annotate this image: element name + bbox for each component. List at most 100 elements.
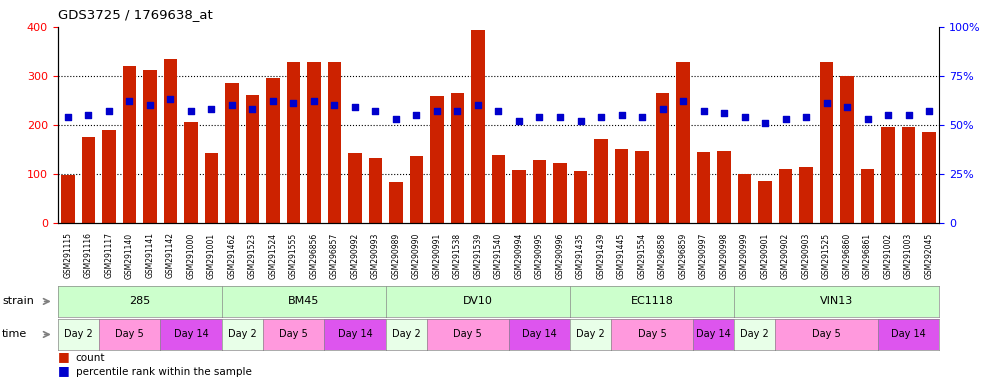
- Bar: [62, 175, 75, 223]
- Point: [429, 108, 445, 114]
- Text: Day 2: Day 2: [392, 329, 420, 339]
- Point: [757, 120, 773, 126]
- Bar: [738, 174, 751, 223]
- Point: [593, 114, 609, 120]
- Bar: [266, 78, 279, 223]
- Point: [737, 114, 752, 120]
- Text: VIN13: VIN13: [820, 296, 854, 306]
- Bar: [184, 122, 198, 223]
- Bar: [676, 62, 690, 223]
- Text: time: time: [2, 329, 27, 339]
- Text: GDS3725 / 1769638_at: GDS3725 / 1769638_at: [58, 8, 213, 21]
- Text: DV10: DV10: [463, 296, 493, 306]
- Text: Day 2: Day 2: [577, 329, 605, 339]
- Point: [81, 112, 96, 118]
- Point: [634, 114, 650, 120]
- Point: [306, 98, 322, 104]
- Point: [368, 108, 384, 114]
- Text: Day 2: Day 2: [228, 329, 256, 339]
- Point: [121, 98, 137, 104]
- Point: [839, 104, 855, 110]
- Text: Day 14: Day 14: [522, 329, 557, 339]
- Point: [265, 98, 281, 104]
- Bar: [369, 158, 382, 223]
- Text: Day 2: Day 2: [741, 329, 769, 339]
- Bar: [492, 155, 505, 223]
- Bar: [758, 181, 771, 223]
- Point: [511, 118, 527, 124]
- Text: BM45: BM45: [288, 296, 319, 306]
- Point: [880, 112, 896, 118]
- Bar: [82, 137, 95, 223]
- Point: [162, 96, 178, 103]
- Text: EC1118: EC1118: [631, 296, 674, 306]
- Text: Day 5: Day 5: [279, 329, 308, 339]
- Bar: [102, 130, 115, 223]
- Point: [224, 102, 240, 108]
- Bar: [902, 127, 915, 223]
- Point: [798, 114, 814, 120]
- Point: [777, 116, 793, 122]
- Bar: [512, 170, 526, 223]
- Bar: [328, 62, 341, 223]
- Bar: [861, 169, 875, 223]
- Point: [470, 102, 486, 108]
- Point: [573, 118, 588, 124]
- Bar: [451, 93, 464, 223]
- Point: [183, 108, 199, 114]
- Bar: [779, 169, 792, 223]
- Bar: [922, 132, 935, 223]
- Point: [409, 112, 424, 118]
- Point: [819, 100, 835, 106]
- Bar: [307, 62, 321, 223]
- Text: Day 5: Day 5: [812, 329, 841, 339]
- Bar: [697, 152, 710, 223]
- Bar: [348, 153, 362, 223]
- Bar: [410, 156, 423, 223]
- Bar: [718, 151, 731, 223]
- Point: [532, 114, 548, 120]
- Bar: [471, 30, 485, 223]
- Text: strain: strain: [2, 296, 34, 306]
- Text: count: count: [76, 353, 105, 363]
- Bar: [615, 149, 628, 223]
- Point: [101, 108, 117, 114]
- Bar: [122, 66, 136, 223]
- Point: [552, 114, 568, 120]
- Bar: [287, 62, 300, 223]
- Text: Day 5: Day 5: [453, 329, 482, 339]
- Bar: [390, 182, 403, 223]
- Point: [675, 98, 691, 104]
- Text: percentile rank within the sample: percentile rank within the sample: [76, 367, 251, 377]
- Text: Day 2: Day 2: [64, 329, 92, 339]
- Bar: [882, 127, 895, 223]
- Point: [347, 104, 363, 110]
- Bar: [205, 153, 218, 223]
- Text: ■: ■: [58, 364, 70, 377]
- Bar: [246, 95, 259, 223]
- Bar: [574, 171, 587, 223]
- Point: [716, 110, 732, 116]
- Text: Day 14: Day 14: [697, 329, 732, 339]
- Bar: [840, 76, 854, 223]
- Point: [901, 112, 916, 118]
- Text: ■: ■: [58, 350, 70, 363]
- Text: Day 5: Day 5: [115, 329, 144, 339]
- Point: [326, 102, 342, 108]
- Point: [491, 108, 507, 114]
- Point: [921, 108, 937, 114]
- Point: [60, 114, 76, 120]
- Point: [204, 106, 220, 112]
- Bar: [143, 70, 157, 223]
- Bar: [635, 151, 649, 223]
- Text: 285: 285: [129, 296, 150, 306]
- Point: [449, 108, 465, 114]
- Point: [245, 106, 260, 112]
- Text: Day 14: Day 14: [338, 329, 373, 339]
- Bar: [226, 83, 239, 223]
- Bar: [164, 59, 177, 223]
- Point: [142, 102, 158, 108]
- Point: [388, 116, 404, 122]
- Bar: [554, 163, 567, 223]
- Bar: [799, 167, 813, 223]
